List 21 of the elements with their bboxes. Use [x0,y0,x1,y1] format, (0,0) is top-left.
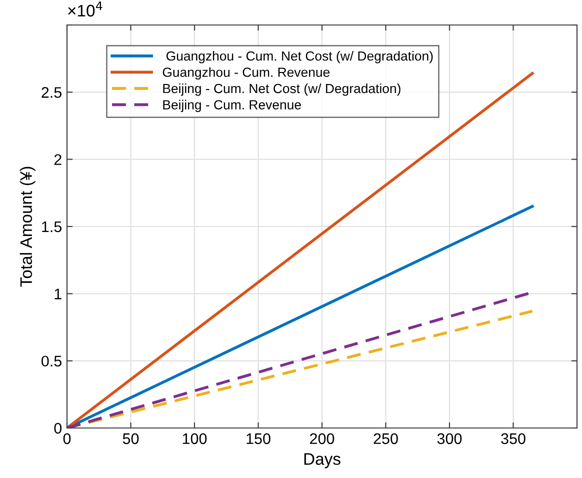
y-tick-label: 2 [54,154,62,165]
x-tick-label: 100 [182,433,207,444]
x-tick-label: 250 [374,433,398,444]
legend-label: Beijing - Cum. Net Cost (w/ Degradation) [163,83,400,96]
y-tick-label: 0.5 [42,356,62,367]
legend-label: Beijing - Cum. Revenue [163,100,301,112]
x-tick-label: 150 [246,433,270,444]
y-tick-label: 1 [54,288,62,300]
x-axis-title: Days [304,453,340,468]
y-tick-label: 0 [54,422,62,434]
x-tick-label: 350 [501,433,526,444]
x-tick-label: 50 [122,433,139,444]
x-tick-label: 0 [63,433,71,444]
y-tick-label: 1.5 [42,222,62,232]
x-tick-label: 200 [310,433,334,444]
x-tick-label: 300 [437,433,462,444]
legend-label: Guangzhou - Cum. Net Cost (w/ Degradation) [166,50,433,64]
legend-label: Guangzhou - Cum. Revenue [162,67,330,80]
y-axis-title: Total Amount (¥) [20,166,36,287]
y-tick-label: 2.5 [42,87,62,98]
text: ×10$^{4}$ [68,2,102,17]
